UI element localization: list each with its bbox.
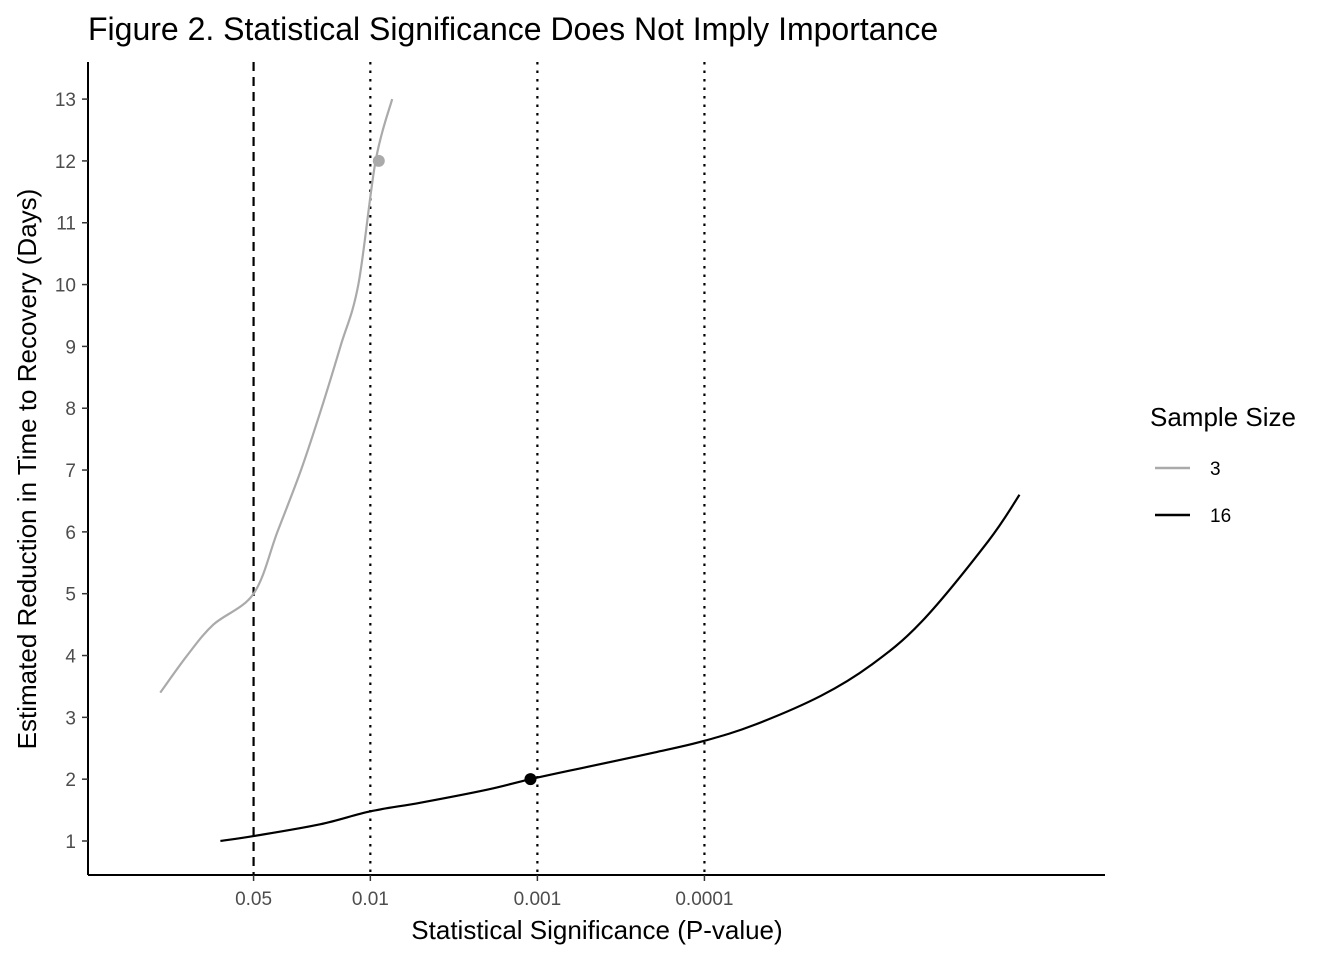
highlight-point-16 [524, 773, 537, 786]
y-tick-label: 10 [55, 276, 76, 297]
x-ticks: 0.05 0.01 0.001 0.0001 [235, 875, 733, 910]
legend-label-3: 3 [1210, 459, 1221, 480]
y-tick-label: 5 [65, 585, 76, 606]
axes [87, 62, 1105, 876]
y-tick-label: 6 [65, 523, 76, 544]
series-line-16 [220, 494, 1021, 843]
reference-lines [252, 62, 706, 875]
x-axis-title: Statistical Significance (P-value) [411, 915, 782, 945]
series-layer [159, 98, 1021, 843]
legend: Sample Size 3 16 [1150, 402, 1296, 527]
y-tick-label: 3 [65, 708, 76, 729]
y-tick-label: 8 [65, 399, 76, 420]
highlight-point-3 [372, 154, 385, 167]
chart-title: Figure 2. Statistical Significance Does … [88, 11, 938, 47]
x-tick-label: 0.0001 [675, 889, 733, 910]
y-tick-label: 9 [65, 337, 76, 358]
y-axis-title: Estimated Reduction in Time to Recovery … [12, 189, 42, 750]
x-tick-label: 0.001 [514, 889, 562, 910]
legend-label-16: 16 [1210, 506, 1231, 527]
legend-title: Sample Size [1150, 402, 1296, 432]
y-tick-label: 1 [65, 832, 76, 853]
y-tick-label: 2 [65, 770, 76, 791]
y-tick-label: 7 [65, 461, 76, 482]
series-line-3 [159, 98, 394, 694]
x-tick-label: 0.05 [235, 889, 272, 910]
y-tick-label: 4 [65, 647, 76, 668]
x-tick-label: 0.01 [352, 889, 389, 910]
y-tick-label: 12 [55, 152, 76, 173]
y-tick-label: 11 [56, 214, 76, 235]
y-tick-label: 13 [55, 90, 76, 111]
